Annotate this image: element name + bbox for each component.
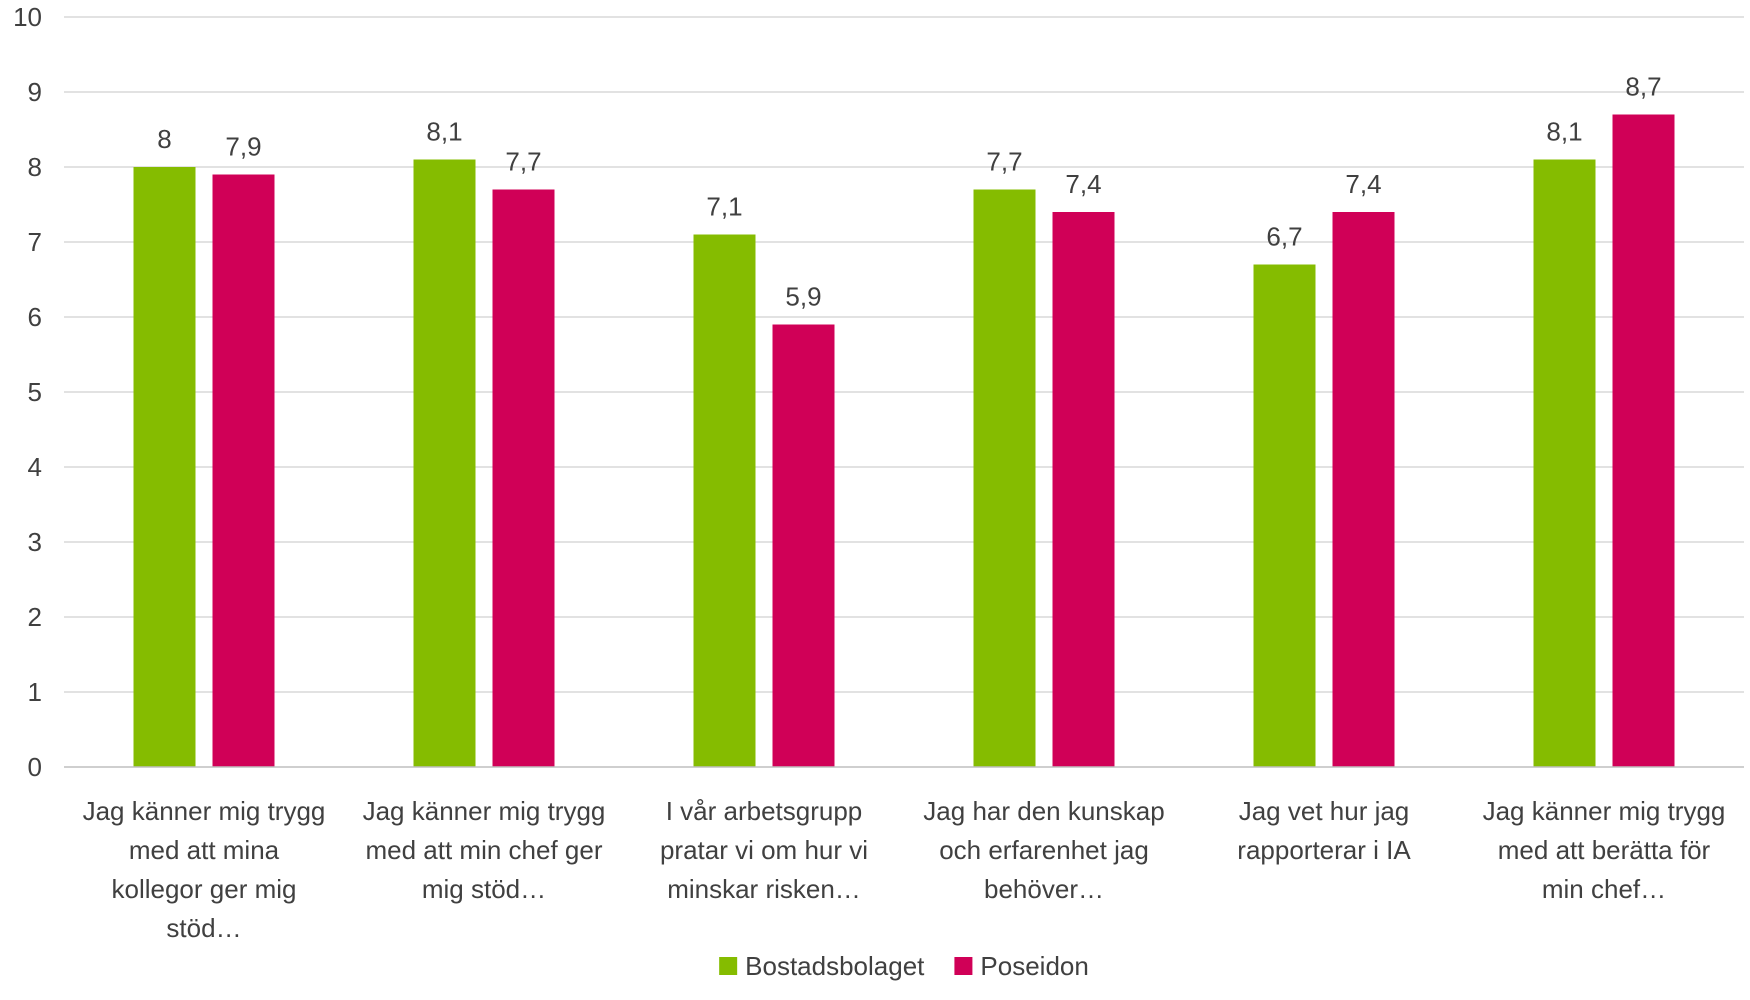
y-tick-label: 8 <box>28 152 42 182</box>
data-label: 8 <box>157 124 171 154</box>
legend-label-poseidon: Poseidon <box>980 951 1088 981</box>
x-category-label: Jag vet hur jag rapporterar i IA <box>1237 796 1411 865</box>
y-tick-label: 6 <box>28 302 42 332</box>
y-tick-label: 10 <box>13 2 42 32</box>
x-category-label: Jag har den kunskap och erfarenhet jag beh… <box>923 796 1164 904</box>
y-tick-label: 0 <box>28 752 42 782</box>
x-category-label: I vår arbetsgrupp pratar vi om hur vi mins… <box>660 796 868 904</box>
data-label: 7,7 <box>505 147 541 177</box>
data-label: 8,7 <box>1625 72 1661 102</box>
y-tick-label: 3 <box>28 527 42 557</box>
data-label: 7,9 <box>225 132 261 162</box>
bar-bostadsbolaget-1 <box>133 167 196 767</box>
data-label: 7,4 <box>1345 169 1381 199</box>
bar-bostadsbolaget-2 <box>413 159 476 767</box>
bar-poseidon-4 <box>1052 212 1115 767</box>
x-category-label: Jag känner mig trygg med att berätta för m… <box>1483 796 1726 904</box>
y-tick-label: 5 <box>28 377 42 407</box>
data-label: 7,7 <box>986 147 1022 177</box>
y-tick-label: 2 <box>28 602 42 632</box>
bar-bostadsbolaget-3 <box>693 234 756 767</box>
legend-label-bostadsbolaget: Bostadsbolaget <box>745 951 925 981</box>
legend-swatch-poseidon <box>954 957 973 975</box>
legend-swatch-bostadsbolaget <box>719 957 738 975</box>
data-label: 6,7 <box>1266 222 1302 252</box>
y-tick-label: 4 <box>28 452 42 482</box>
bar-bostadsbolaget-4 <box>973 189 1036 767</box>
bar-bostadsbolaget-6 <box>1533 159 1596 767</box>
y-tick-label: 1 <box>28 677 42 707</box>
bar-poseidon-5 <box>1332 212 1395 767</box>
bar-poseidon-3 <box>772 324 835 767</box>
y-tick-label: 7 <box>28 227 42 257</box>
bar-poseidon-1 <box>212 174 275 767</box>
bar-poseidon-6 <box>1612 114 1675 767</box>
data-label: 5,9 <box>785 282 821 312</box>
data-label: 7,1 <box>706 192 742 222</box>
bar-poseidon-2 <box>492 189 555 767</box>
y-axis: 0 1 2 3 4 5 6 7 8 9 10 <box>13 2 42 782</box>
data-label: 7,4 <box>1065 169 1101 199</box>
bars: 8 7,9 8,1 7,7 7,1 5,9 7,7 7,4 6,7 7,4 8,1 8,7 <box>133 72 1675 767</box>
legend: Bostadsbolaget Poseidon <box>719 951 1089 981</box>
x-category-label: Jag känner mig trygg med att mina kollegor… <box>83 796 326 943</box>
data-label: 8,1 <box>1546 117 1582 147</box>
x-axis: Jag känner mig trygg med att mina kollegor… <box>64 766 1744 943</box>
gridlines <box>64 16 1744 693</box>
data-label: 8,1 <box>426 117 462 147</box>
y-tick-label: 9 <box>28 77 42 107</box>
bar-bostadsbolaget-5 <box>1253 264 1316 767</box>
x-category-label: Jag känner mig trygg med att min chef ger… <box>363 796 606 904</box>
